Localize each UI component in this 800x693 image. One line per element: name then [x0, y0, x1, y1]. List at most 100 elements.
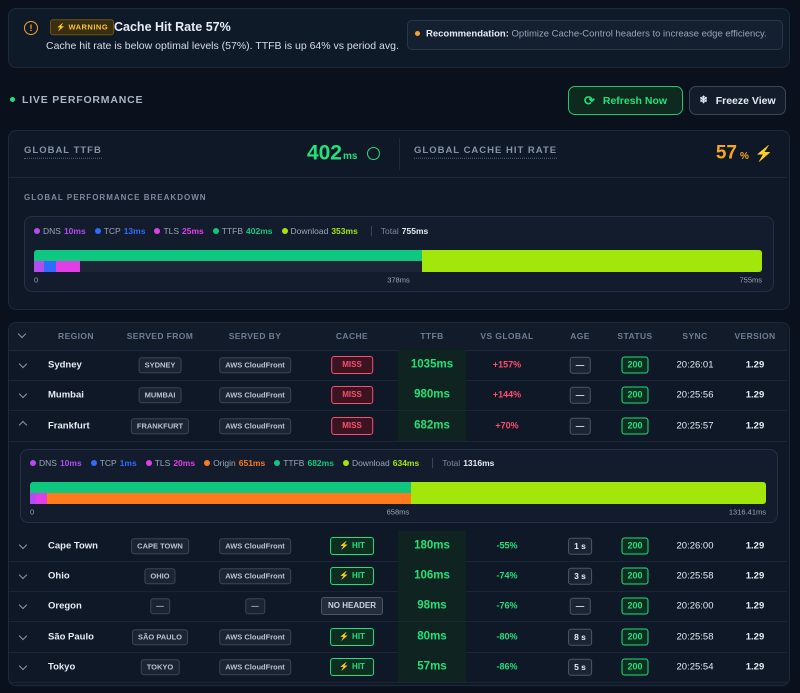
- legend-item: TTFB 402ms: [212, 226, 273, 236]
- cache-status: MISS: [331, 386, 373, 404]
- ttfb-value: 402: [306, 141, 342, 165]
- ttfb: 57ms: [417, 660, 447, 673]
- age: —: [569, 356, 591, 374]
- version: 1.29: [745, 570, 765, 582]
- vs-global: +70%: [495, 420, 519, 431]
- cache-status: MISS: [331, 417, 373, 435]
- legend-item: TLS 25ms: [154, 226, 204, 236]
- segment: [43, 261, 57, 272]
- legend-name: TTFB: [283, 458, 305, 468]
- column-header: VS GLOBAL: [480, 330, 534, 341]
- legend-name: DNS: [39, 458, 57, 468]
- segment: [30, 493, 36, 504]
- served-from: OHIO: [144, 568, 176, 584]
- warning-icon: !: [24, 21, 38, 35]
- legend-total: Total 755ms: [381, 226, 428, 236]
- ttfb-column: [398, 411, 466, 441]
- region: Frankfurt: [48, 420, 90, 432]
- divider: [399, 138, 400, 170]
- legend-name: Download: [290, 226, 329, 236]
- status: 200: [621, 628, 649, 646]
- refresh-button[interactable]: ⟳ Refresh Now: [568, 86, 683, 115]
- separator: [432, 458, 434, 468]
- age: —: [569, 417, 591, 435]
- sync: 20:26:01: [676, 359, 714, 371]
- served-by: AWS CloudFront: [219, 568, 291, 584]
- status: 200: [621, 417, 649, 435]
- version: 1.29: [745, 600, 765, 612]
- legend-name: TCP: [99, 458, 117, 468]
- total-label: Total: [380, 226, 399, 236]
- sync: 20:25:56: [676, 389, 714, 401]
- refresh-label: Refresh Now: [602, 94, 668, 107]
- region: Cape Town: [48, 540, 98, 552]
- vs-global: -74%: [496, 570, 518, 581]
- legend-name: DNS: [43, 226, 61, 236]
- age: 3 s: [568, 567, 592, 585]
- recommendation-label: Recommendation:: [426, 28, 509, 40]
- region: Sydney: [48, 359, 82, 371]
- age: 5 s: [568, 658, 592, 676]
- column-header: SERVED FROM: [126, 330, 194, 341]
- column-header: TTFB: [420, 330, 444, 341]
- row-separator: [9, 410, 787, 411]
- vs-global: -76%: [496, 600, 518, 611]
- legend: DNS 10ms TCP 1ms TLS 20ms Origin 651ms TTFB 682ms…: [30, 458, 494, 468]
- freeze-button[interactable]: ❄ Freeze View: [689, 86, 786, 115]
- ttfb-label: GLOBAL TTFB: [24, 146, 102, 159]
- legend-value: 402ms: [246, 226, 273, 236]
- served-by: AWS CloudFront: [219, 629, 291, 645]
- column-header: CACHE: [335, 330, 369, 341]
- cache-status: MISS: [331, 356, 373, 374]
- region: Ohio: [48, 570, 70, 582]
- age: 8 s: [568, 628, 592, 646]
- gauge-icon: [367, 147, 380, 160]
- legend-value: 10ms: [63, 226, 86, 236]
- cache-label: GLOBAL CACHE HIT RATE: [414, 146, 558, 159]
- served-by: AWS CloudFront: [219, 357, 291, 373]
- breakdown-title: GLOBAL PERFORMANCE BREAKDOWN: [24, 193, 207, 202]
- legend-dot: [204, 460, 211, 466]
- legend-name: TCP: [103, 226, 121, 236]
- vs-global: -80%: [496, 631, 518, 642]
- legend-name: TLS: [154, 458, 171, 468]
- recommendation: Recommendation: Optimize Cache-Control h…: [426, 29, 767, 39]
- sync: 20:26:00: [676, 600, 714, 612]
- legend-dot: [281, 228, 288, 234]
- served-by: AWS CloudFront: [219, 659, 291, 675]
- served-by: AWS CloudFront: [219, 418, 291, 434]
- column-header: REGION: [58, 330, 94, 341]
- status: 200: [621, 386, 649, 404]
- served-by: —: [245, 598, 265, 614]
- age: —: [569, 597, 591, 615]
- ttfb-column: [398, 591, 466, 621]
- ttfb: 980ms: [414, 388, 450, 401]
- legend-dot: [90, 460, 97, 466]
- segment: [34, 261, 44, 272]
- legend-item: Origin 651ms: [204, 458, 265, 468]
- cache-status: HIT: [330, 567, 374, 585]
- age: 1 s: [568, 537, 592, 555]
- axis-label: 1316.41ms: [728, 507, 766, 517]
- segment: [36, 493, 48, 504]
- legend-value: 10ms: [59, 458, 82, 468]
- region: São Paulo: [48, 631, 94, 643]
- legend: DNS 10ms TCP 13ms TLS 25ms TTFB 402ms Download 35…: [34, 226, 428, 236]
- status: 200: [621, 658, 649, 676]
- legend-dot: [94, 228, 101, 234]
- legend-dot: [145, 460, 152, 466]
- legend-dot: [30, 460, 36, 466]
- legend-value: 634ms: [392, 458, 420, 468]
- segment: [30, 482, 412, 493]
- legend-name: TLS: [163, 226, 180, 236]
- served-from: FRANKFURT: [130, 418, 190, 434]
- recommendation-text: Optimize Cache-Control headers to increa…: [511, 28, 767, 40]
- version: 1.29: [745, 661, 765, 673]
- alert-title: Cache Hit Rate 57%: [114, 19, 231, 34]
- served-from: CAPE TOWN: [131, 538, 189, 554]
- ttfb-column: [398, 652, 466, 682]
- region: Tokyo: [48, 661, 76, 673]
- bolt-icon: ⚡: [754, 145, 774, 163]
- legend-item: TCP 13ms: [94, 226, 145, 236]
